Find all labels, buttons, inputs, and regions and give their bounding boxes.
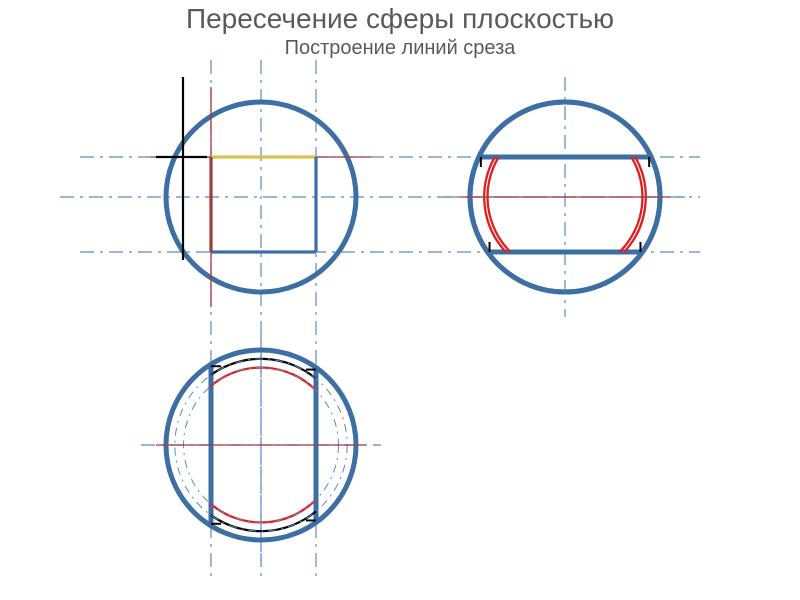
page-subtitle: Построение линий среза bbox=[285, 37, 517, 59]
page-title: Пересечение сферы плоскостью bbox=[186, 3, 614, 34]
construction-axes bbox=[60, 60, 700, 580]
titles: Пересечение сферы плоскостью Построение л… bbox=[186, 3, 614, 59]
front-cut-square bbox=[211, 157, 316, 252]
